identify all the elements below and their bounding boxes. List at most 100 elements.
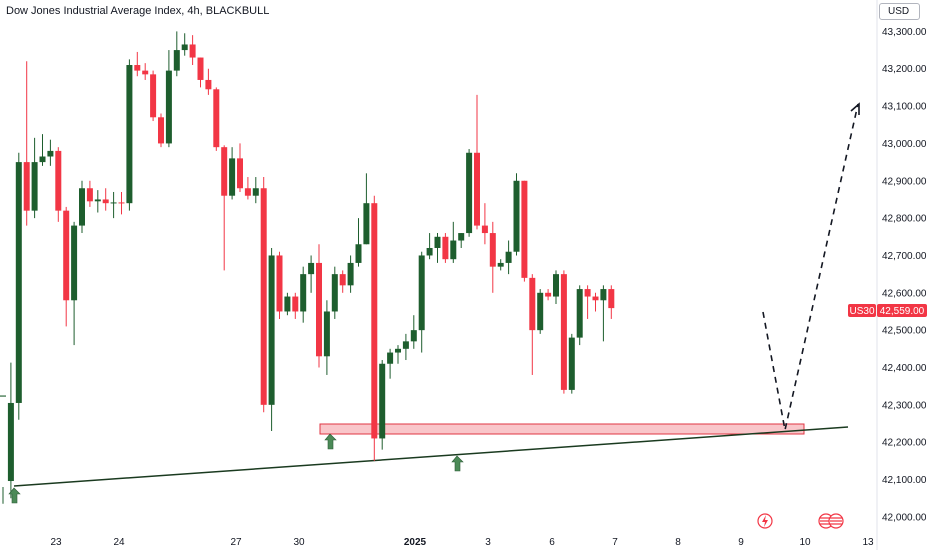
time-tick-label: 9 (738, 537, 744, 548)
candle-body (434, 236, 441, 248)
candle-body (71, 225, 78, 301)
time-tick-label: 8 (675, 537, 681, 548)
time-tick-label: 2025 (404, 537, 427, 548)
candle-body (94, 199, 101, 202)
candle-body (165, 70, 172, 144)
up-arrow-marker (324, 433, 337, 450)
price-tick-label: 42,800.00 (882, 214, 927, 225)
candle (55, 147, 62, 222)
price-tick-label: 42,300.00 (882, 400, 927, 411)
projection-path (762, 103, 859, 431)
candle (316, 244, 322, 368)
candle (458, 233, 465, 248)
candles (0, 31, 615, 504)
candle (608, 285, 615, 319)
candle-body (221, 147, 228, 196)
candle-body (323, 311, 330, 357)
candle-body (55, 150, 62, 211)
price-tick-label: 42,500.00 (882, 326, 927, 337)
candle-body (560, 274, 567, 390)
candle (110, 191, 117, 219)
candle-body (63, 210, 70, 301)
candle (142, 63, 149, 80)
candle (371, 195, 378, 461)
candle-body (189, 44, 196, 58)
flash-icon[interactable] (757, 513, 773, 529)
candle (181, 33, 188, 56)
candle (23, 61, 30, 226)
candle (402, 333, 409, 361)
price-tick-label: 42,700.00 (882, 251, 927, 262)
candle-body (576, 289, 583, 338)
time-tick-label: 24 (113, 537, 125, 548)
candle-body (553, 274, 559, 297)
candle-body (118, 202, 125, 204)
candle (474, 94, 480, 230)
candle (481, 203, 488, 245)
time-tick-label: 30 (293, 537, 305, 548)
candle-body (395, 348, 401, 353)
candle-body (410, 330, 417, 342)
candle-body (537, 292, 544, 331)
candle-body (86, 188, 93, 202)
candle (466, 149, 473, 237)
candle-body (521, 180, 528, 278)
candle (434, 233, 441, 263)
candle-body (466, 152, 473, 234)
candle (292, 292, 299, 319)
candle (31, 137, 38, 219)
candle (158, 113, 164, 148)
time-tick-label: 6 (549, 537, 555, 548)
trend-line (13, 426, 849, 487)
candle (576, 285, 583, 346)
candle-body (371, 203, 378, 439)
candle-body (79, 188, 85, 226)
candle-body (276, 255, 283, 312)
candle (213, 87, 220, 151)
candle (260, 177, 267, 413)
candle-body (529, 277, 536, 331)
candle (450, 221, 457, 263)
candle-body (592, 296, 599, 301)
candle (165, 50, 172, 148)
candle (568, 333, 575, 394)
candle-body (268, 255, 275, 405)
candle-body (31, 162, 38, 211)
up-arrow-marker (451, 455, 464, 472)
candle-body (331, 274, 338, 312)
candle-body (387, 352, 394, 364)
symbol-badge: US30 (848, 304, 876, 317)
candle (323, 300, 330, 375)
candle-body (173, 50, 180, 71)
candle (173, 31, 180, 77)
candle (505, 240, 512, 275)
candle (229, 147, 236, 200)
time-tick-label: 13 (862, 537, 874, 548)
candle-body (363, 203, 370, 245)
candle (331, 266, 338, 319)
candle-body (23, 162, 30, 211)
price-tick-label: 42,400.00 (882, 363, 927, 374)
candle-body (150, 74, 157, 118)
candle-body (244, 188, 251, 196)
candle-body (474, 152, 480, 226)
candle (410, 315, 417, 349)
currency-button[interactable]: USD (879, 3, 920, 20)
candle (86, 180, 93, 207)
candle (553, 270, 559, 305)
price-tick-label: 43,000.00 (882, 139, 927, 150)
candle (276, 251, 283, 319)
candle-body (292, 296, 299, 312)
chart-title: Dow Jones Industrial Average Index, 4h, … (6, 5, 270, 17)
projection-arrowhead (850, 102, 860, 115)
last-price-badge: 42,559.00 (877, 304, 927, 317)
candle-body (158, 117, 164, 144)
candle-body (355, 244, 362, 263)
candle (47, 139, 54, 166)
candle-body (142, 70, 149, 75)
support-zone (319, 423, 805, 435)
candle (71, 221, 78, 346)
us-flag-icon[interactable] (828, 513, 844, 529)
price-tick-label: 43,100.00 (882, 102, 927, 113)
